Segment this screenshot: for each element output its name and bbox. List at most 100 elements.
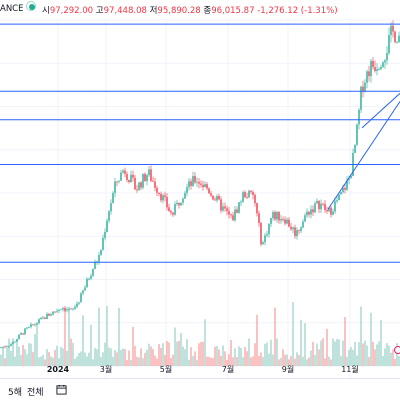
candle-body [330, 208, 331, 215]
candle-body [226, 208, 227, 211]
volume-bar [398, 356, 399, 366]
volume-bar [92, 359, 93, 366]
volume-bar [118, 308, 119, 366]
volume-bar [136, 357, 137, 366]
volume-bar [130, 360, 131, 366]
volume-bar [240, 348, 241, 366]
candle-body [54, 311, 55, 312]
timeframe-5y-button[interactable]: 5해 [8, 385, 22, 398]
volume-bars [0, 302, 399, 366]
symbol-title[interactable]: ANCE [0, 4, 23, 14]
candle-body [344, 188, 345, 190]
volume-bar [222, 346, 223, 366]
candle-body [108, 211, 109, 220]
candle-body [92, 269, 93, 276]
candle-body [122, 171, 123, 173]
candle-body [152, 181, 153, 182]
candle-body [390, 26, 391, 35]
candle-body [102, 238, 103, 250]
candle-body [308, 212, 309, 215]
horizontal-levels[interactable] [0, 24, 400, 262]
candle-body [26, 328, 27, 329]
candle-body [216, 196, 217, 200]
candle-body [22, 333, 23, 334]
candle-body [278, 212, 279, 221]
volume-bar [256, 315, 257, 366]
candle-body [118, 181, 119, 182]
candle-body [6, 346, 7, 347]
candle-body [104, 232, 105, 238]
volume-bar [192, 356, 193, 366]
volume-bar [42, 355, 43, 366]
volume-bar [22, 345, 23, 366]
high-value: 97,448.08 [104, 6, 147, 16]
candle-body [252, 192, 253, 195]
candle-body [232, 215, 233, 220]
volume-bar [160, 348, 161, 366]
volume-bar [2, 347, 3, 366]
candle-body [292, 227, 293, 229]
candle-body [354, 145, 355, 153]
candle-body [30, 324, 31, 327]
volume-bar [274, 308, 275, 366]
volume-bar [216, 346, 217, 366]
volume-bar [366, 345, 367, 366]
candle-body [250, 191, 251, 192]
candle-body [140, 182, 141, 187]
volume-bar [360, 306, 361, 366]
volume-bar [28, 343, 29, 366]
volume-bar [94, 348, 95, 366]
volume-bar [182, 347, 183, 366]
x-tick-label: 2024 [47, 365, 70, 374]
candle-body [254, 195, 255, 203]
candle-body [44, 317, 45, 319]
candle-body [156, 188, 157, 193]
candle-body [142, 174, 143, 188]
candle-body [12, 342, 13, 344]
grid-lines [0, 20, 400, 378]
volume-bar [254, 343, 255, 366]
calendar-icon[interactable] [56, 384, 67, 395]
candle-body [86, 279, 87, 287]
candle-body [136, 190, 137, 191]
volume-bar [132, 327, 133, 366]
volume-bar [40, 357, 41, 366]
volume-bar [66, 351, 67, 366]
candle-body [340, 192, 341, 194]
candle-body [242, 192, 243, 202]
candle-body [188, 181, 189, 187]
candle-body [268, 224, 269, 234]
candle-body [294, 227, 295, 236]
volume-bar [60, 347, 61, 366]
candle-body [274, 212, 275, 219]
volume-bar [262, 357, 263, 366]
candle-body [378, 69, 379, 70]
volume-bar [270, 340, 271, 366]
candle-body [0, 347, 1, 348]
candle-body [134, 178, 135, 190]
candle-body [376, 69, 377, 71]
volume-bar [372, 342, 373, 366]
volume-bar [310, 351, 311, 366]
volume-bar [122, 349, 123, 366]
candle-body [196, 182, 197, 183]
trendlines[interactable] [328, 93, 400, 209]
candle-body [380, 67, 381, 69]
candle-body [388, 35, 389, 53]
volume-bar [158, 344, 159, 366]
timeframe-all-button[interactable]: 전체 [27, 385, 44, 398]
candle-body [186, 187, 187, 193]
timeline-marker-icon[interactable] [395, 347, 400, 354]
candle-body [336, 200, 337, 201]
volume-bar [302, 357, 303, 366]
volume-bar [370, 313, 371, 366]
candle-body [248, 191, 249, 198]
change-value: -1,276.12 (-1.31%) [257, 6, 337, 16]
candle-body [58, 310, 59, 311]
price-candles [0, 20, 399, 349]
candle-body [322, 204, 323, 205]
volume-bar [38, 357, 39, 366]
candle-body [114, 182, 115, 193]
low-value: 95,890.28 [157, 6, 200, 16]
